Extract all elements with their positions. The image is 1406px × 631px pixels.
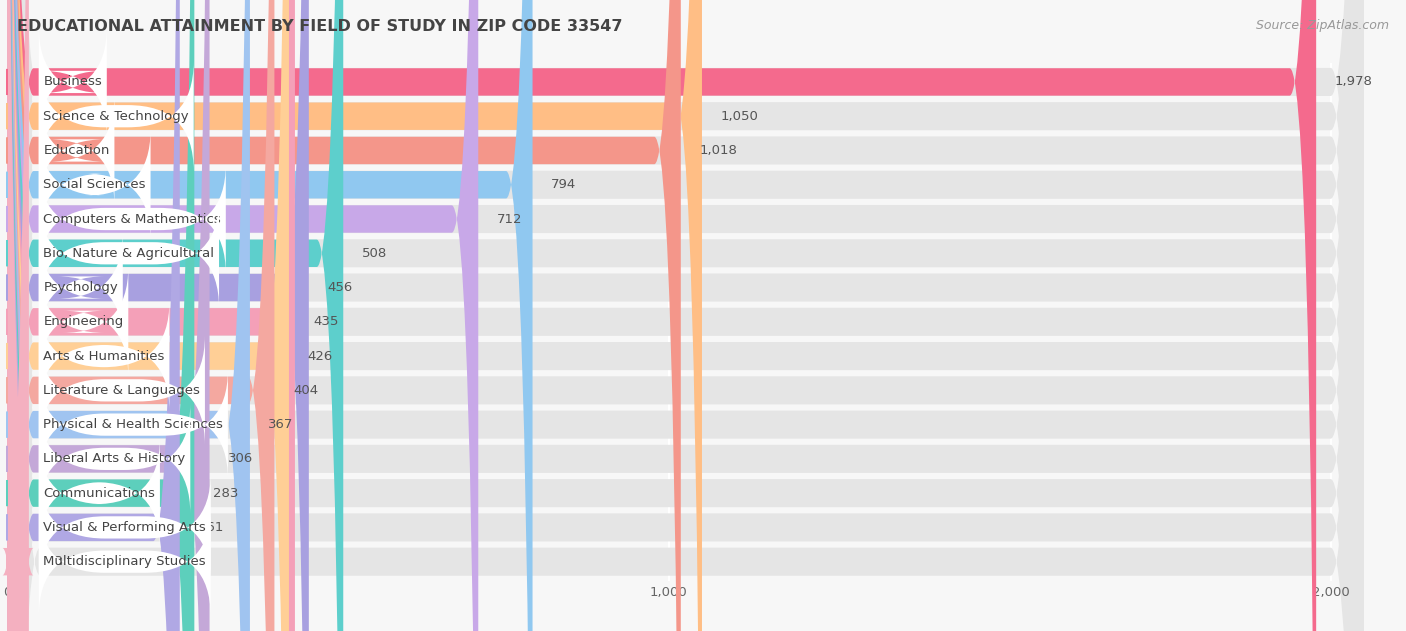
Text: Education: Education xyxy=(44,144,110,157)
Text: Visual & Performing Arts: Visual & Performing Arts xyxy=(44,521,207,534)
Text: Arts & Humanities: Arts & Humanities xyxy=(44,350,165,363)
FancyBboxPatch shape xyxy=(7,0,1364,631)
FancyBboxPatch shape xyxy=(7,0,1364,631)
Text: Source: ZipAtlas.com: Source: ZipAtlas.com xyxy=(1256,19,1389,32)
FancyBboxPatch shape xyxy=(7,0,1364,631)
Text: Business: Business xyxy=(44,76,103,88)
FancyBboxPatch shape xyxy=(7,0,1364,631)
Text: 435: 435 xyxy=(314,316,339,328)
Text: Social Sciences: Social Sciences xyxy=(44,178,146,191)
Text: EDUCATIONAL ATTAINMENT BY FIELD OF STUDY IN ZIP CODE 33547: EDUCATIONAL ATTAINMENT BY FIELD OF STUDY… xyxy=(17,19,623,34)
FancyBboxPatch shape xyxy=(7,0,290,631)
Text: Literature & Languages: Literature & Languages xyxy=(44,384,200,397)
Text: 1,978: 1,978 xyxy=(1334,76,1372,88)
Text: 456: 456 xyxy=(328,281,353,294)
Text: Psychology: Psychology xyxy=(44,281,118,294)
Text: 404: 404 xyxy=(292,384,318,397)
Text: 426: 426 xyxy=(308,350,333,363)
FancyBboxPatch shape xyxy=(7,0,1364,631)
FancyBboxPatch shape xyxy=(7,0,180,631)
Text: Communications: Communications xyxy=(44,487,155,500)
Text: Multidisciplinary Studies: Multidisciplinary Studies xyxy=(44,555,207,568)
FancyBboxPatch shape xyxy=(7,0,1364,631)
FancyBboxPatch shape xyxy=(7,0,1364,631)
Text: Bio, Nature & Agricultural: Bio, Nature & Agricultural xyxy=(44,247,215,260)
Text: 1,050: 1,050 xyxy=(720,110,758,122)
FancyBboxPatch shape xyxy=(7,0,1364,631)
Text: 508: 508 xyxy=(361,247,387,260)
FancyBboxPatch shape xyxy=(7,0,194,631)
Text: 794: 794 xyxy=(551,178,576,191)
FancyBboxPatch shape xyxy=(7,0,1364,631)
FancyBboxPatch shape xyxy=(7,0,1364,631)
FancyBboxPatch shape xyxy=(7,0,1364,631)
FancyBboxPatch shape xyxy=(3,0,34,631)
FancyBboxPatch shape xyxy=(7,0,1364,631)
Text: 367: 367 xyxy=(269,418,294,431)
FancyBboxPatch shape xyxy=(7,0,295,631)
Text: 261: 261 xyxy=(198,521,224,534)
FancyBboxPatch shape xyxy=(7,0,209,631)
Text: Physical & Health Sciences: Physical & Health Sciences xyxy=(44,418,224,431)
Text: 33: 33 xyxy=(48,555,65,568)
FancyBboxPatch shape xyxy=(7,0,343,631)
Text: 712: 712 xyxy=(496,213,522,225)
Text: 1,018: 1,018 xyxy=(699,144,737,157)
FancyBboxPatch shape xyxy=(7,0,478,631)
FancyBboxPatch shape xyxy=(7,0,1364,631)
FancyBboxPatch shape xyxy=(7,0,533,631)
FancyBboxPatch shape xyxy=(7,0,274,631)
FancyBboxPatch shape xyxy=(7,0,250,631)
Text: Liberal Arts & History: Liberal Arts & History xyxy=(44,452,186,466)
FancyBboxPatch shape xyxy=(7,0,702,631)
FancyBboxPatch shape xyxy=(7,0,1364,631)
Text: Computers & Mathematics: Computers & Mathematics xyxy=(44,213,221,225)
FancyBboxPatch shape xyxy=(7,0,681,631)
Text: 306: 306 xyxy=(228,452,253,466)
FancyBboxPatch shape xyxy=(7,0,1316,631)
Text: Science & Technology: Science & Technology xyxy=(44,110,188,122)
FancyBboxPatch shape xyxy=(7,0,1364,631)
Text: Engineering: Engineering xyxy=(44,316,124,328)
FancyBboxPatch shape xyxy=(7,0,309,631)
Text: 283: 283 xyxy=(212,487,238,500)
